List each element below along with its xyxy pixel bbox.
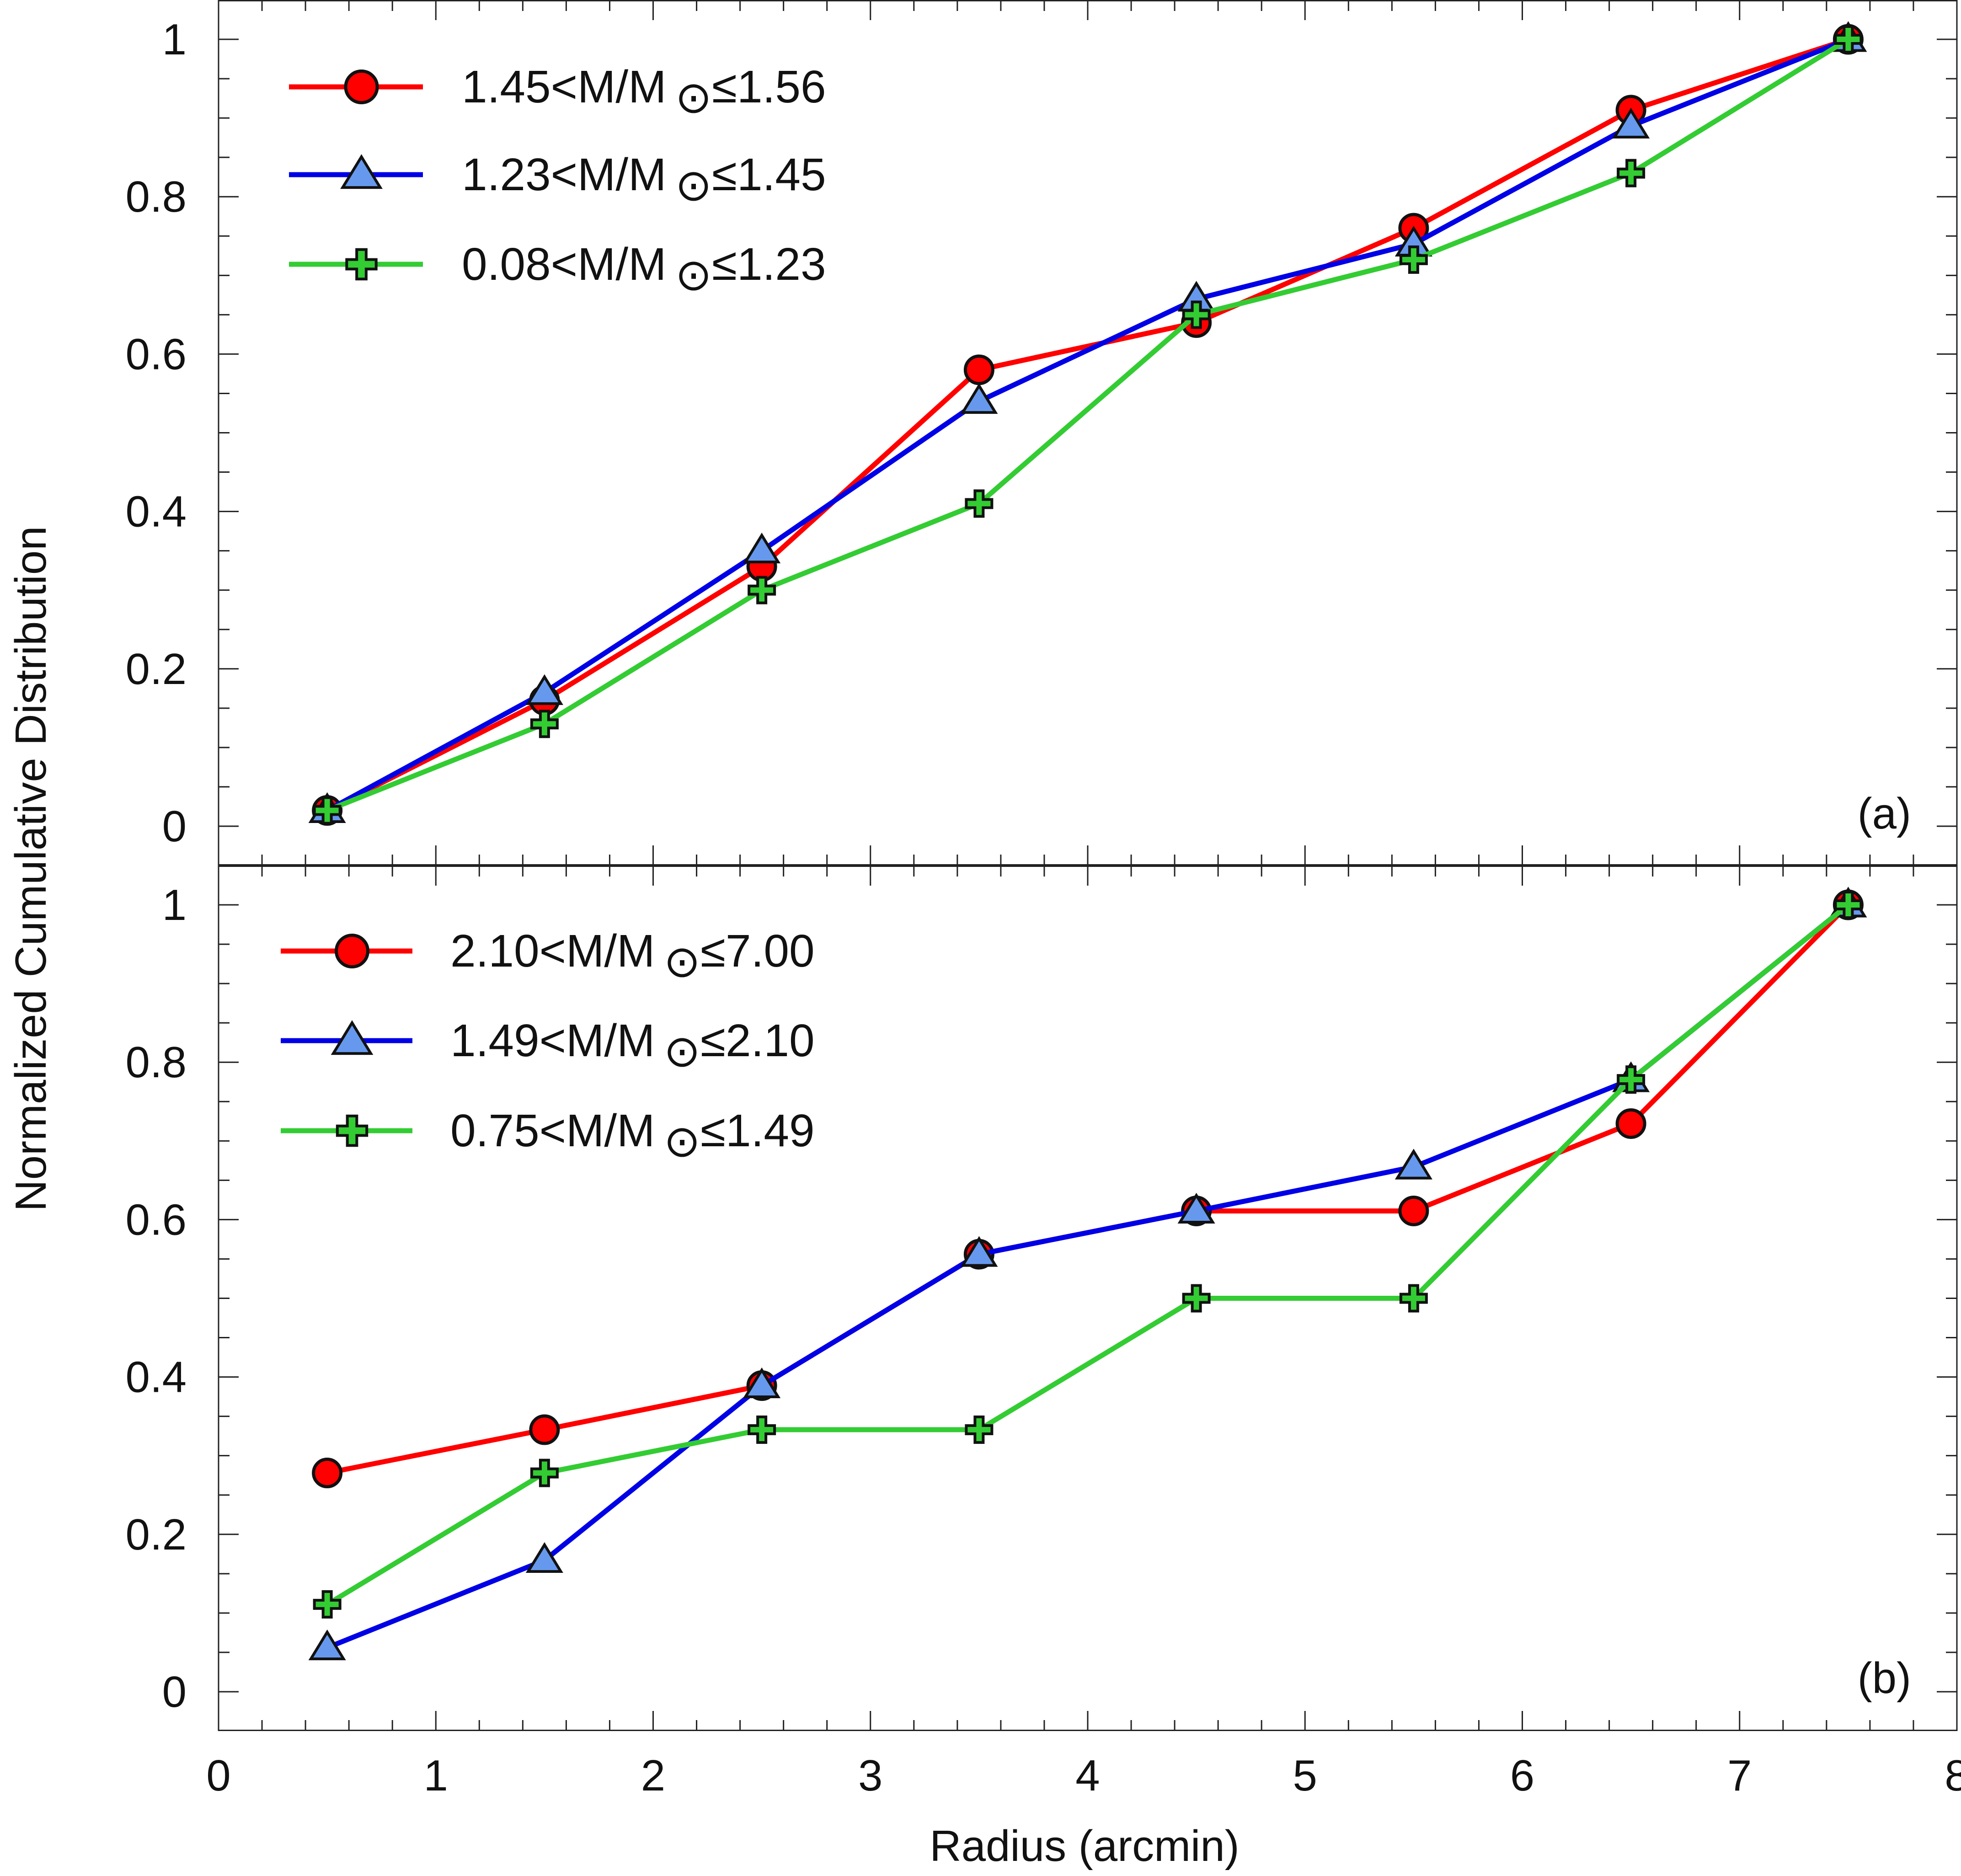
panel-frame: [218, 866, 1958, 1731]
legend-marker: [335, 934, 369, 968]
x-tick-label: 3: [858, 1751, 882, 1800]
panel-label-b: (b): [1858, 1654, 1911, 1703]
data-point: [748, 1415, 776, 1444]
x-tick-label: 1: [424, 1751, 448, 1800]
y-tick-label: 0.4: [126, 487, 187, 536]
data-point: [960, 1236, 998, 1267]
data-point: [743, 1367, 781, 1399]
data-point: [965, 489, 994, 518]
series-blue: [308, 21, 1867, 823]
y-tick-label: 1: [162, 15, 187, 64]
series-line: [326, 903, 1850, 1475]
data-point: [525, 674, 563, 705]
legend-label: 1.45<M/M ⊙≤1.56: [462, 61, 826, 122]
series-line: [326, 903, 1850, 1607]
data-point: [525, 1542, 563, 1573]
data-point: [1395, 1149, 1432, 1180]
y-tick-label: 0.6: [126, 330, 187, 379]
data-point: [530, 710, 559, 738]
x-axis-label: Radius (arcmin): [930, 1822, 1239, 1871]
series-line: [326, 903, 1850, 1650]
data-point: [1834, 891, 1863, 919]
panel-label-a: (a): [1858, 789, 1911, 838]
x-tick-label: 0: [206, 1751, 230, 1800]
legend-marker: [336, 1114, 369, 1147]
legend-entry: 1.49<M/M ⊙≤2.10: [281, 1015, 815, 1076]
x-tick-label: 6: [1510, 1751, 1534, 1800]
legend-marker: [345, 248, 378, 281]
y-tick-label: 0.6: [126, 1195, 187, 1244]
series-line: [326, 37, 1850, 813]
data-series: [308, 21, 1867, 1661]
data-point: [308, 1629, 346, 1661]
x-tick-label: 4: [1075, 1751, 1100, 1800]
axis-ticks: [218, 0, 1958, 1731]
data-point: [313, 1590, 342, 1619]
x-tick-label: 8: [1945, 1751, 1961, 1800]
x-tick-label: 5: [1293, 1751, 1317, 1800]
legend-label: 1.23<M/M ⊙≤1.45: [462, 149, 826, 210]
legend-entry: 2.10<M/M ⊙≤7.00: [281, 925, 815, 986]
data-point: [1182, 300, 1211, 329]
series-line: [326, 37, 1849, 813]
y-tick-label: 0.8: [126, 1038, 187, 1087]
legend-entry: 0.08<M/M ⊙≤1.23: [289, 239, 826, 299]
data-point: [748, 576, 776, 604]
data-point: [960, 383, 998, 414]
legend-entry: 1.23<M/M ⊙≤1.45: [289, 149, 826, 210]
series-blue: [308, 887, 1867, 1661]
y-tick-label: 0.8: [126, 172, 187, 221]
data-point: [530, 1459, 559, 1487]
data-point: [312, 1458, 343, 1489]
legends: 1.45<M/M ⊙≤1.56 1.23<M/M ⊙≤1.45 0.08<M/M ⊙…: [281, 61, 826, 1166]
data-point: [1182, 1284, 1211, 1313]
legend-label: 1.49<M/M ⊙≤2.10: [450, 1015, 815, 1076]
legend-marker: [340, 154, 383, 189]
data-point: [1399, 1284, 1428, 1313]
y-tick-label: 0.4: [126, 1353, 187, 1402]
series-red: [312, 889, 1864, 1489]
data-point: [1612, 107, 1650, 139]
data-point: [965, 1415, 994, 1444]
legend-label: 0.08<M/M ⊙≤1.23: [462, 239, 826, 299]
data-point: [1399, 245, 1428, 274]
y-axis-label: Normalized Cumulative Distribution: [6, 526, 55, 1211]
data-point: [1615, 1108, 1646, 1139]
legend-label: 2.10<M/M ⊙≤7.00: [450, 925, 815, 986]
legend-marker: [344, 69, 379, 104]
y-tick-label: 0: [162, 1668, 187, 1716]
data-point: [313, 796, 342, 825]
data-point: [1617, 159, 1646, 187]
series-green: [313, 891, 1863, 1619]
data-point: [529, 1414, 560, 1445]
x-tick-label: 7: [1727, 1751, 1752, 1800]
y-tick-label: 0.2: [126, 1510, 187, 1559]
tick-labels: 0 0.2 0.4 0.6 0.8 1 0 0.2 0.4 0.6 0.8 1 0 1 2 3 4 5 6 7 8: [126, 15, 1961, 1800]
x-tick-label: 2: [641, 1751, 665, 1800]
legend-label: 0.75<M/M ⊙≤1.49: [450, 1105, 815, 1166]
y-tick-label: 0.2: [126, 645, 187, 694]
series-line: [326, 37, 1849, 813]
data-point: [1398, 1195, 1429, 1226]
legend-entry: 1.45<M/M ⊙≤1.56: [289, 61, 826, 122]
legend-marker: [331, 1020, 374, 1055]
legend-entry: 0.75<M/M ⊙≤1.49: [281, 1105, 815, 1166]
data-point: [1834, 25, 1863, 54]
series-green: [313, 25, 1863, 825]
y-tick-label: 1: [162, 881, 187, 930]
data-point: [1177, 1192, 1215, 1224]
data-point: [963, 354, 994, 385]
y-tick-label: 0: [162, 802, 187, 851]
data-point: [743, 532, 781, 564]
data-point: [1617, 1065, 1646, 1094]
